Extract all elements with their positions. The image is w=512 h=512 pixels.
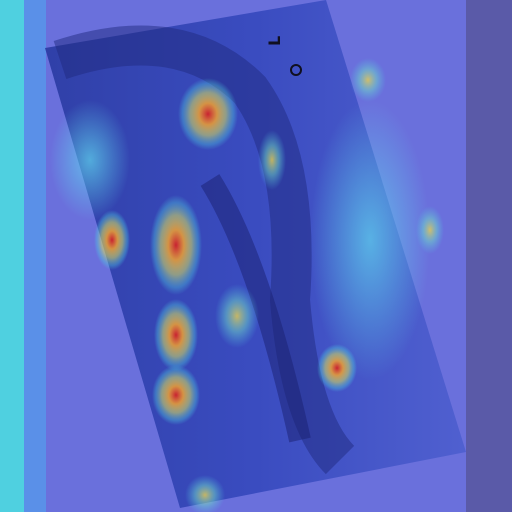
heat-spot bbox=[350, 58, 386, 102]
heat-region bbox=[50, 100, 130, 220]
heat-spot bbox=[94, 210, 130, 270]
heat-spot bbox=[416, 206, 444, 254]
right-strip bbox=[466, 0, 512, 512]
heat-spot bbox=[150, 195, 202, 295]
bone-shadow-2 bbox=[200, 174, 311, 443]
side-marker: L bbox=[265, 36, 284, 46]
heat-spot bbox=[178, 78, 238, 150]
left-strip bbox=[0, 0, 24, 512]
heat-spot bbox=[152, 365, 200, 425]
left-strip-inner bbox=[24, 0, 46, 512]
marker-ring bbox=[290, 64, 302, 76]
heat-spot bbox=[185, 475, 225, 512]
heat-spot bbox=[154, 299, 198, 371]
heat-spot bbox=[215, 284, 259, 348]
heat-region bbox=[310, 100, 430, 380]
heat-spot bbox=[258, 130, 286, 190]
heat-spot bbox=[317, 344, 357, 392]
